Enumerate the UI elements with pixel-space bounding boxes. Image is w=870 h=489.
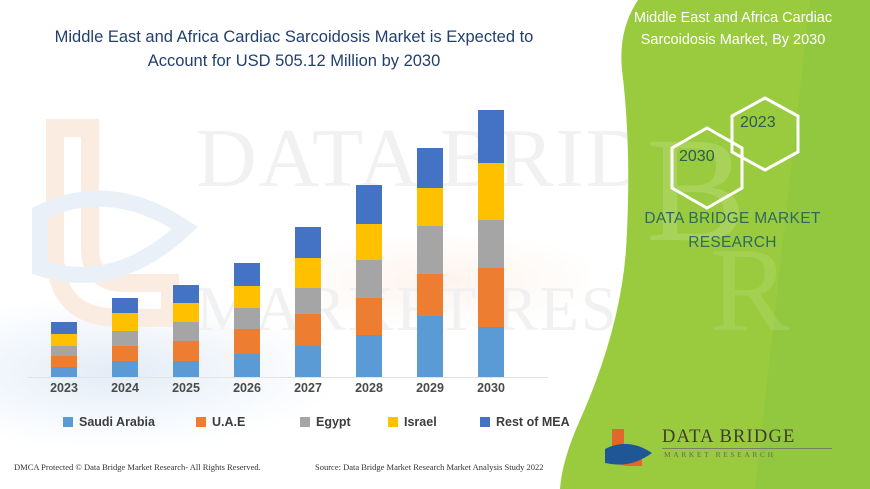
legend-item-saudi-arabia[interactable]: Saudi Arabia (63, 415, 155, 429)
bar-segment-israel[interactable] (417, 188, 443, 226)
x-axis-label-2030: 2030 (477, 381, 505, 395)
bar-segment-egypt[interactable] (234, 307, 260, 330)
svg-text:R: R (710, 223, 790, 356)
legend-item-egypt[interactable]: Egypt (300, 415, 351, 429)
bar-2029[interactable] (417, 147, 443, 377)
x-axis-label-2029: 2029 (416, 381, 444, 395)
legend-swatch-icon (196, 417, 206, 427)
legend-item-u-a-e[interactable]: U.A.E (196, 415, 245, 429)
bar-segment-saudi-arabia[interactable] (478, 326, 504, 377)
legend-item-rest-of-mea[interactable]: Rest of MEA (480, 415, 570, 429)
hexagon-group (560, 90, 870, 210)
bar-segment-u-a-e[interactable] (234, 329, 260, 354)
bar-segment-egypt[interactable] (173, 321, 199, 341)
bar-segment-rest-of-mea[interactable] (417, 147, 443, 189)
bar-segment-egypt[interactable] (417, 225, 443, 274)
bar-segment-rest-of-mea[interactable] (51, 321, 77, 335)
bar-2028[interactable] (356, 185, 382, 377)
bar-2023[interactable] (51, 321, 77, 377)
bar-segment-u-a-e[interactable] (478, 268, 504, 327)
brand-panel: B R Middle East and Africa Cardiac Sarco… (560, 0, 870, 489)
brand-logo-rule (662, 448, 832, 449)
green-background-shape: B R (560, 0, 870, 489)
bar-segment-saudi-arabia[interactable] (112, 360, 138, 377)
chart-legend: Saudi Arabia U.A.E Egypt Israel Rest of MEA (28, 415, 570, 437)
legend-item-israel[interactable]: Israel (388, 415, 437, 429)
bar-segment-u-a-e[interactable] (173, 340, 199, 361)
legend-swatch-icon (63, 417, 73, 427)
bar-2026[interactable] (234, 263, 260, 377)
bar-segment-saudi-arabia[interactable] (295, 346, 321, 377)
brand-logo-subtitle: MARKET RESEARCH (664, 450, 776, 459)
brand-panel-title: Middle East and Africa Cardiac Sarcoidos… (633, 10, 833, 48)
bar-segment-israel[interactable] (51, 334, 77, 347)
brand-mark-icon (605, 429, 652, 466)
bar-segment-u-a-e[interactable] (51, 355, 77, 368)
bar-segment-saudi-arabia[interactable] (356, 335, 382, 377)
bar-segment-israel[interactable] (234, 286, 260, 308)
bar-segment-saudi-arabia[interactable] (173, 360, 199, 377)
x-axis-label-2025: 2025 (172, 381, 200, 395)
bar-2025[interactable] (173, 285, 199, 377)
x-axis-label-2024: 2024 (111, 381, 139, 395)
footer-source-text: Source: Data Bridge Market Research Mark… (315, 462, 544, 472)
bar-segment-israel[interactable] (478, 162, 504, 221)
bar-segment-rest-of-mea[interactable] (295, 226, 321, 258)
legend-label: Saudi Arabia (79, 415, 155, 429)
legend-label: U.A.E (212, 415, 246, 429)
bar-segment-rest-of-mea[interactable] (112, 298, 138, 314)
legend-swatch-icon (388, 417, 398, 427)
x-axis-label-2023: 2023 (50, 381, 78, 395)
bar-segment-israel[interactable] (356, 223, 382, 260)
bar-segment-rest-of-mea[interactable] (356, 185, 382, 224)
bar-segment-egypt[interactable] (478, 220, 504, 269)
stacked-bar-plot (0, 100, 580, 378)
legend-label: Israel (404, 415, 437, 429)
bar-2030[interactable] (478, 109, 504, 377)
bar-segment-egypt[interactable] (51, 346, 77, 356)
hexagons-icon (670, 96, 800, 210)
bar-2024[interactable] (112, 298, 138, 377)
bar-segment-u-a-e[interactable] (112, 346, 138, 361)
chart-panel: DATA BRIDGE MARKET RESEARCH Middle East … (0, 28, 843, 472)
bar-segment-saudi-arabia[interactable] (417, 316, 443, 377)
x-axis-labels: 2023 2024 2025 2026 2027 2028 2029 2030 (0, 381, 580, 401)
bar-segment-israel[interactable] (295, 257, 321, 288)
brand-logo-title: DATA BRIDGE (662, 427, 796, 447)
bar-segment-rest-of-mea[interactable] (234, 263, 260, 287)
bar-segment-u-a-e[interactable] (295, 314, 321, 347)
legend-label: Rest of MEA (496, 415, 570, 429)
bar-segment-rest-of-mea[interactable] (173, 285, 199, 304)
page-title: Middle East and Africa Cardiac Sarcoidos… (54, 28, 534, 70)
bar-segment-egypt[interactable] (112, 331, 138, 347)
legend-label: Egypt (316, 415, 351, 429)
bar-segment-saudi-arabia[interactable] (234, 353, 260, 377)
legend-swatch-icon (300, 417, 310, 427)
x-axis-label-2028: 2028 (355, 381, 383, 395)
brand-company-name: DATA BRIDGE MARKET RESEARCH (644, 210, 821, 252)
x-axis-label-2026: 2026 (233, 381, 261, 395)
bar-segment-rest-of-mea[interactable] (478, 109, 504, 163)
bar-segment-u-a-e[interactable] (356, 298, 382, 336)
hex-label-2030: 2030 (679, 148, 715, 165)
bar-segment-egypt[interactable] (295, 287, 321, 315)
x-axis-line (28, 377, 548, 378)
footer-dmca-text: DMCA Protected © Data Bridge Market Rese… (14, 462, 261, 472)
bar-2027[interactable] (295, 226, 321, 377)
x-axis-label-2027: 2027 (294, 381, 322, 395)
bar-segment-egypt[interactable] (356, 259, 382, 299)
brand-logo: DATA BRIDGE MARKET RESEARCH (602, 425, 852, 471)
legend-swatch-icon (480, 417, 490, 427)
bar-segment-u-a-e[interactable] (417, 273, 443, 317)
bar-segment-israel[interactable] (173, 303, 199, 322)
hex-label-2023: 2023 (740, 114, 776, 131)
bar-segment-saudi-arabia[interactable] (51, 367, 77, 377)
bar-segment-israel[interactable] (112, 313, 138, 332)
